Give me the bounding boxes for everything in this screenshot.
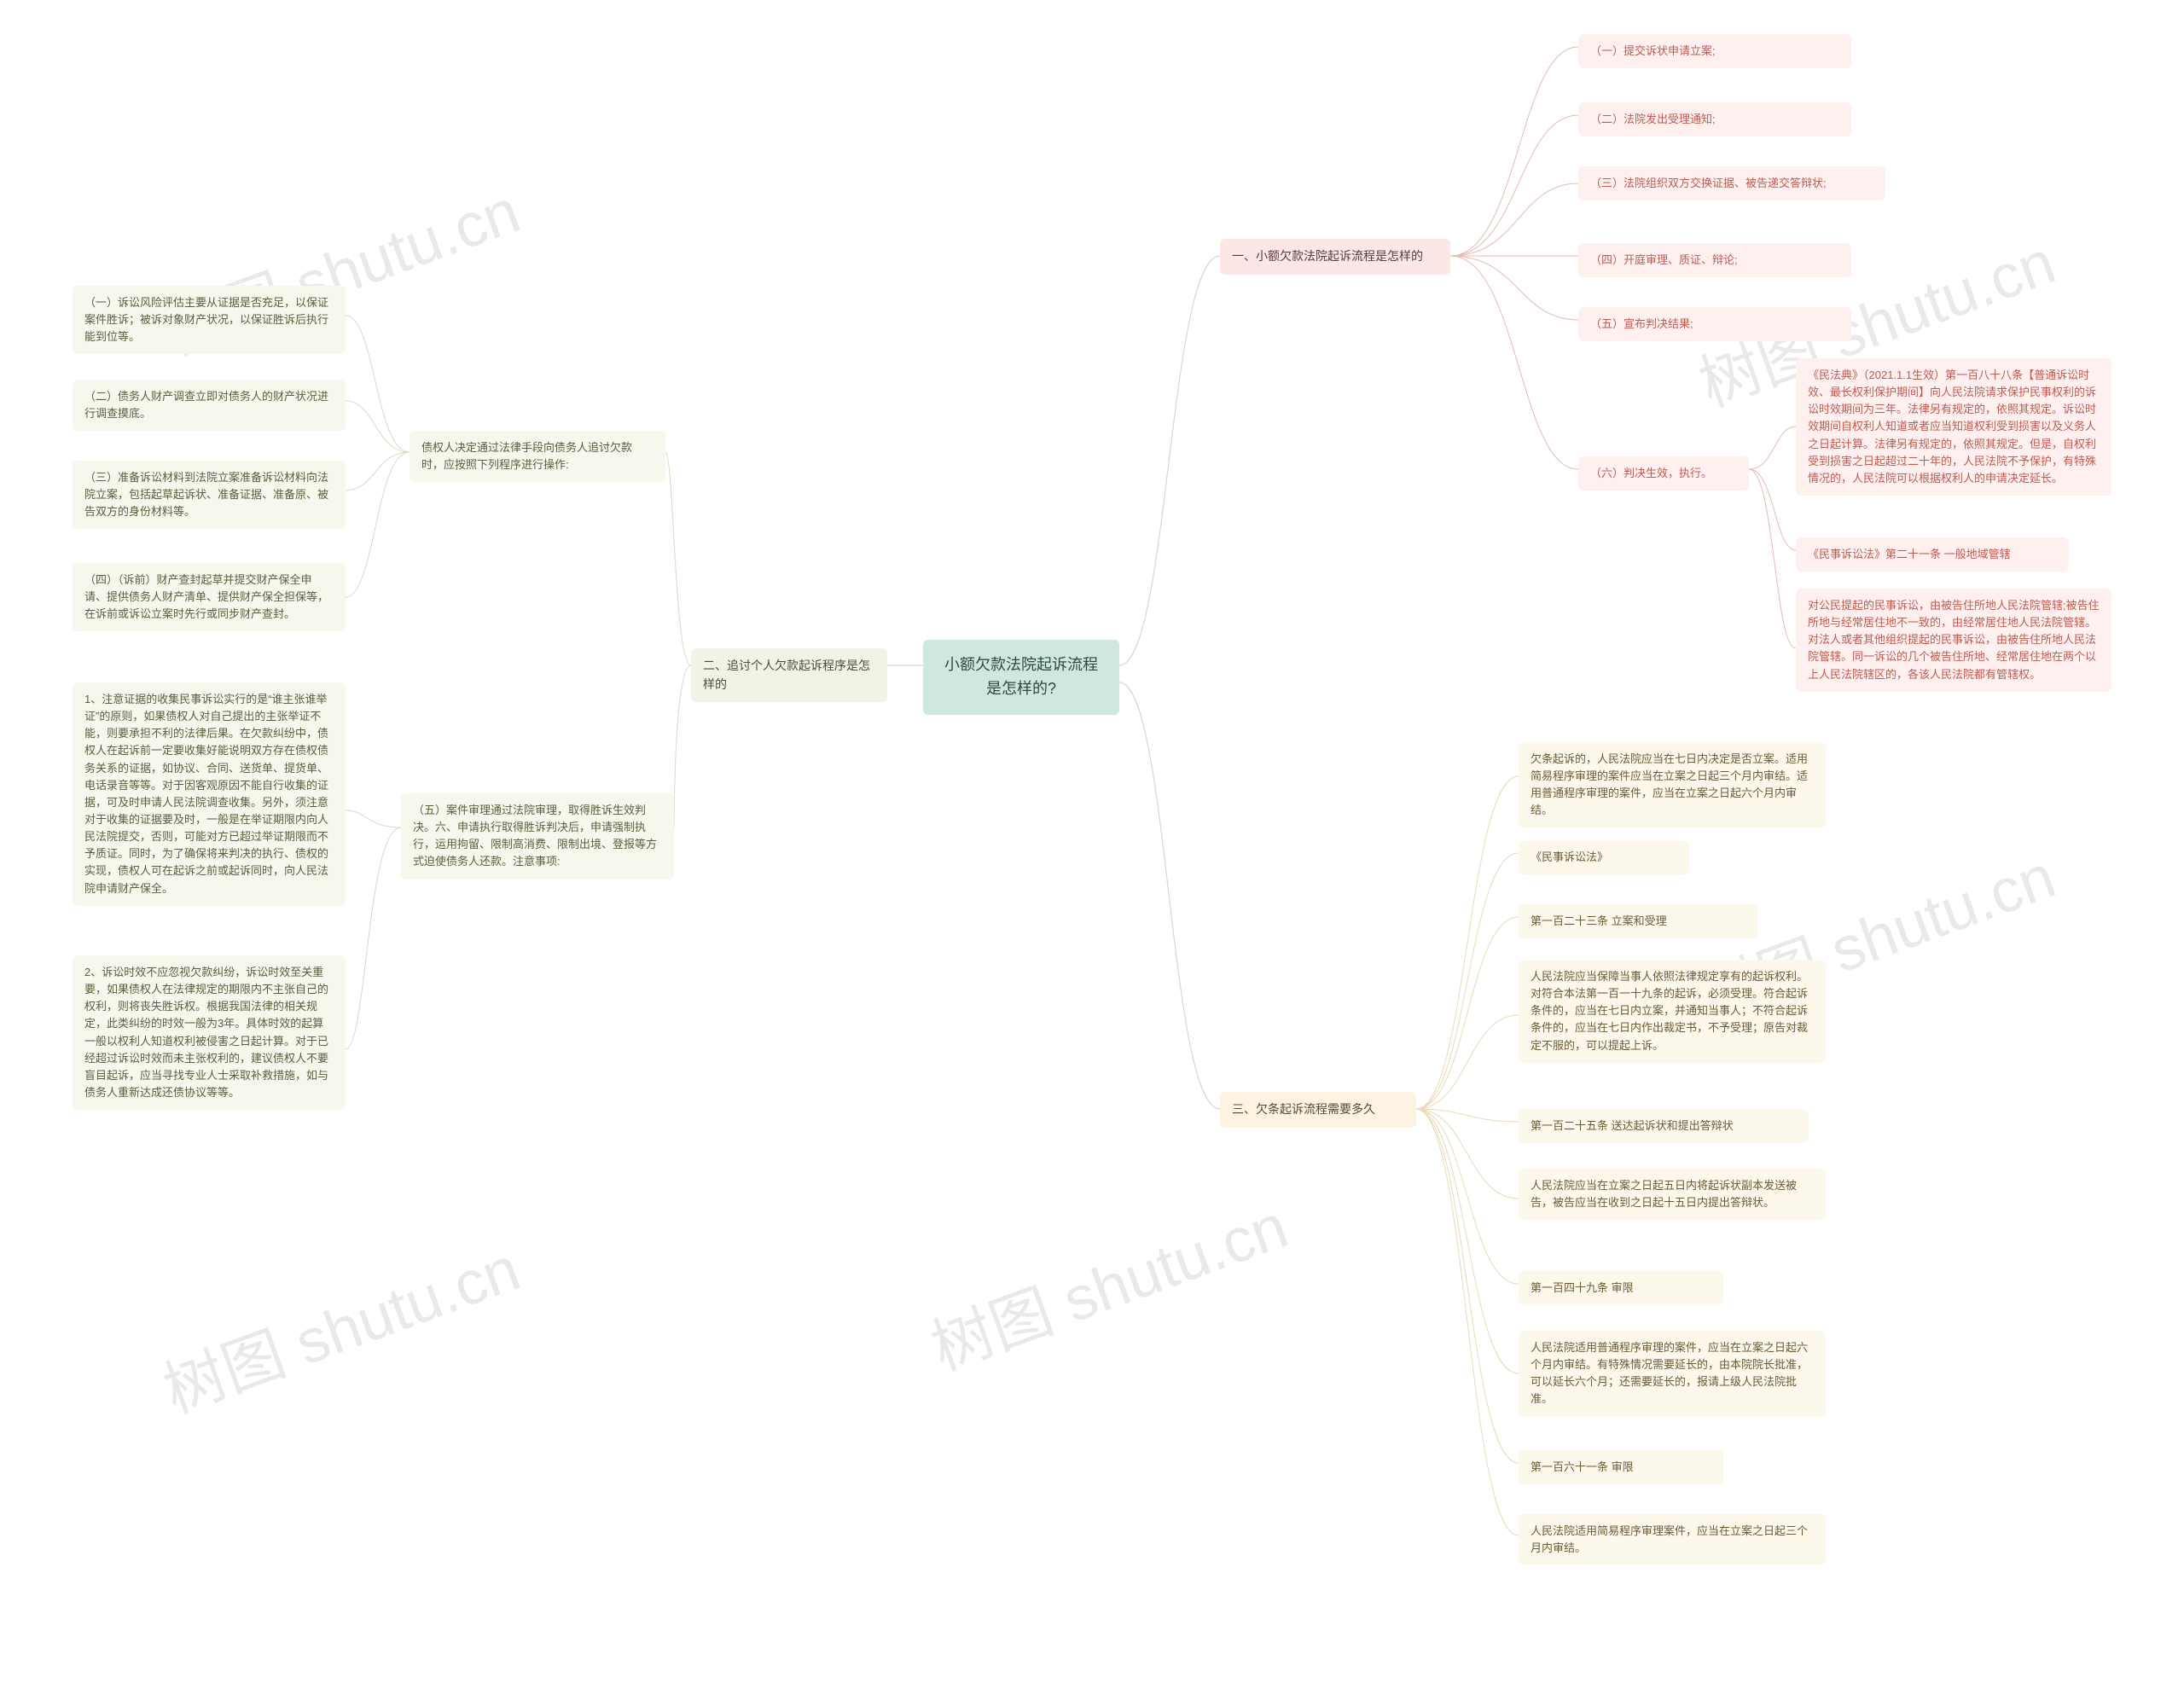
sec1-leaf[interactable]: （六）判决生效，执行。	[1578, 456, 1749, 491]
section-1-node[interactable]: 一、小额欠款法院起诉流程是怎样的	[1220, 239, 1450, 275]
sec2-leaf[interactable]: （五）案件审理通过法院审理，取得胜诉生效判决。六、申请执行取得胜诉判决后，申请强…	[401, 793, 674, 879]
sec2-leaf[interactable]: （一）诉讼风险评估主要从证据是否充足，以保证案件胜诉；被诉对象财产状况，以保证胜…	[73, 286, 346, 354]
sec2-mid[interactable]: 债权人决定通过法律手段向债务人追讨欠款时，应按照下列程序进行操作:	[410, 431, 665, 482]
sec2-leaf[interactable]: （二）债务人财产调查立即对债务人的财产状况进行调查摸底。	[73, 380, 346, 431]
sec3-leaf[interactable]: 第一百二十三条 立案和受理	[1519, 904, 1757, 938]
sec3-leaf[interactable]: 人民法院应当保障当事人依照法律规定享有的起诉权利。对符合本法第一百一十九条的起诉…	[1519, 960, 1826, 1063]
sec3-leaf[interactable]: 人民法院应当在立案之日起五日内将起诉状副本发送被告，被告应当在收到之日起十五日内…	[1519, 1169, 1826, 1220]
sec2-subleaf[interactable]: 2、诉讼时效不应忽视欠款纠纷，诉讼时效至关重要，如果债权人在法律规定的期限内不主…	[73, 955, 346, 1110]
sec1-leaf[interactable]: （五）宣布判决结果;	[1578, 307, 1851, 341]
sec1-leaf[interactable]: （三）法院组织双方交换证据、被告递交答辩状;	[1578, 166, 1885, 200]
section-2-node[interactable]: 二、追讨个人欠款起诉程序是怎样的	[691, 648, 887, 702]
center-node[interactable]: 小额欠款法院起诉流程是怎样的?	[923, 640, 1119, 715]
sec1-subleaf[interactable]: 《民事诉讼法》第二十一条 一般地域管辖	[1796, 537, 2069, 572]
sec3-leaf[interactable]: 人民法院适用简易程序审理案件，应当在立案之日起三个月内审结。	[1519, 1514, 1826, 1565]
section-3-node[interactable]: 三、欠条起诉流程需要多久	[1220, 1092, 1416, 1128]
sec3-leaf[interactable]: 人民法院适用普通程序审理的案件，应当在立案之日起六个月内审结。有特殊情况需要延长…	[1519, 1331, 1826, 1417]
sec1-leaf[interactable]: （一）提交诉状申请立案;	[1578, 34, 1851, 68]
sec1-subleaf[interactable]: 《民法典》（2021.1.1生效）第一百八十八条【普通诉讼时效、最长权利保护期间…	[1796, 358, 2111, 496]
sec3-leaf[interactable]: 第一百六十一条 审限	[1519, 1450, 1723, 1484]
sec3-leaf[interactable]: 《民事诉讼法》	[1519, 840, 1689, 874]
sec1-leaf[interactable]: （二）法院发出受理通知;	[1578, 102, 1851, 136]
sec1-leaf[interactable]: （四）开庭审理、质证、辩论;	[1578, 243, 1851, 277]
sec3-leaf[interactable]: 第一百二十五条 送达起诉状和提出答辩状	[1519, 1109, 1809, 1143]
sec2-leaf[interactable]: （三）准备诉讼材料到法院立案准备诉讼材料向法院立案，包括起草起诉状、准备证据、准…	[73, 461, 346, 529]
sec1-subleaf[interactable]: 对公民提起的民事诉讼，由被告住所地人民法院管辖;被告住所地与经常居住地不一致的，…	[1796, 589, 2111, 692]
watermark: 树图 shutu.cn	[917, 1176, 1298, 1388]
sec3-leaf[interactable]: 欠条起诉的，人民法院应当在七日内决定是否立案。适用简易程序审理的案件应当在立案之…	[1519, 742, 1826, 828]
sec3-leaf[interactable]: 第一百四十九条 审限	[1519, 1271, 1723, 1305]
watermark: 树图 shutu.cn	[149, 1219, 530, 1431]
sec2-leaf[interactable]: （四）（诉前）财产查封起草并提交财产保全申请、提供债务人财产清单、提供财产保全担…	[73, 563, 346, 631]
sec2-subleaf[interactable]: 1、注意证据的收集民事诉讼实行的是“谁主张谁举证”的原则，如果债权人对自己提出的…	[73, 682, 346, 906]
